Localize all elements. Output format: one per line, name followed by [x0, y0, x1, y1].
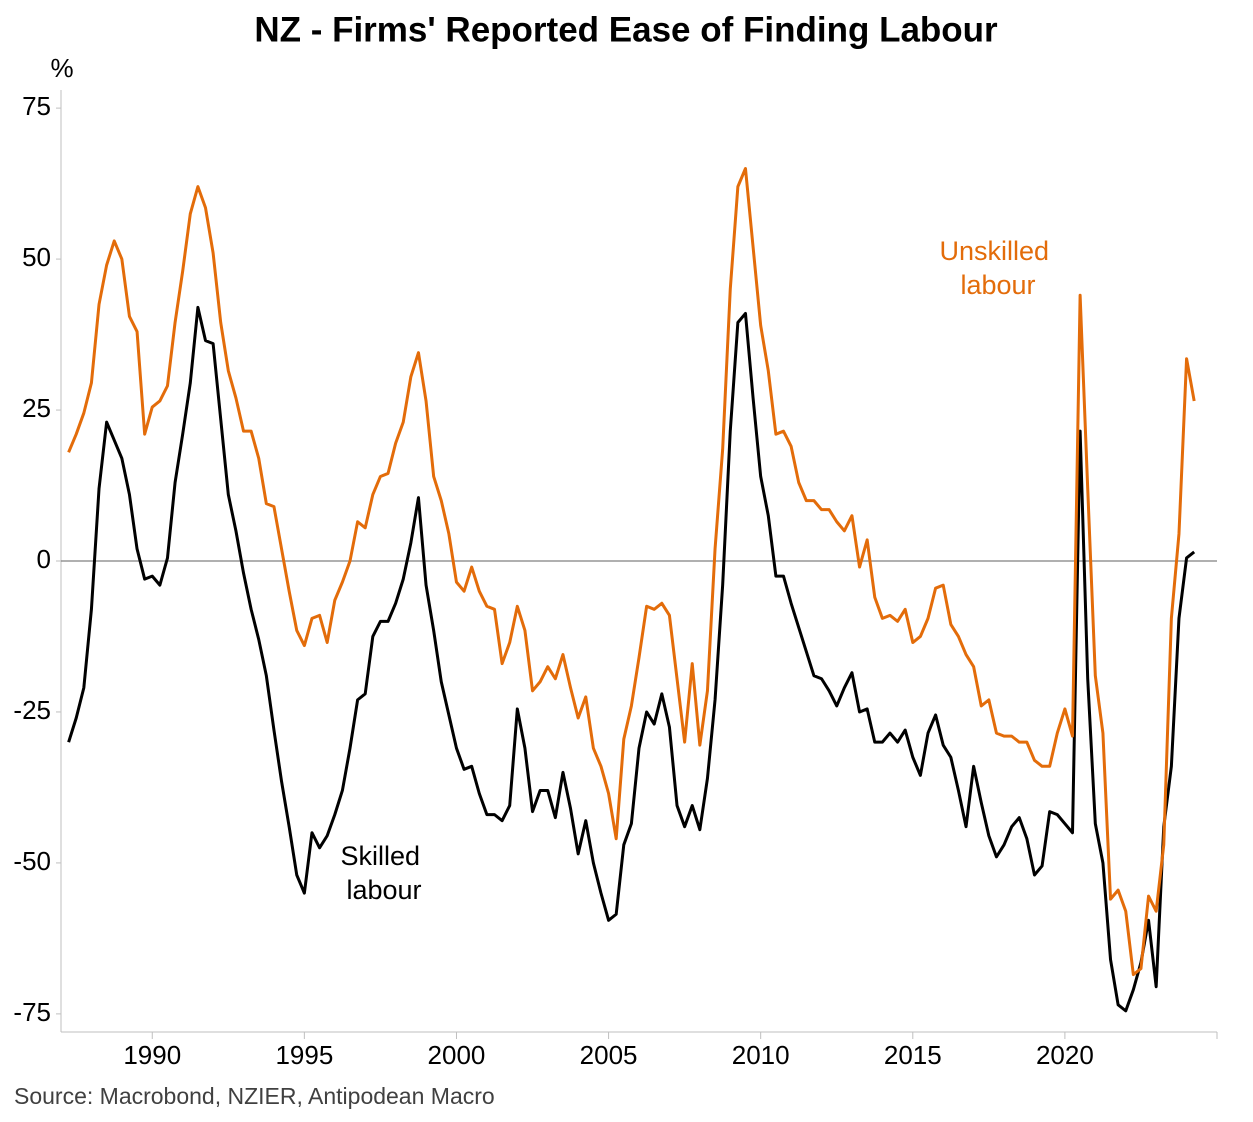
series-label: Skilled labour	[340, 841, 427, 905]
y-tick-label: 25	[22, 393, 51, 423]
y-tick-label: -50	[13, 846, 51, 876]
x-tick-label: 2015	[884, 1040, 942, 1070]
x-tick-label: 2005	[580, 1040, 638, 1070]
x-tick-label: 2000	[428, 1040, 486, 1070]
chart-title: NZ - Firms' Reported Ease of Finding Lab…	[254, 10, 998, 49]
x-tick-label: 1990	[123, 1040, 181, 1070]
x-tick-label: 1995	[275, 1040, 333, 1070]
y-tick-label: 50	[22, 242, 51, 272]
y-tick-label: 75	[22, 91, 51, 121]
series-line	[67, 167, 1196, 977]
x-tick-label: 2010	[732, 1040, 790, 1070]
y-unit: %	[50, 53, 73, 83]
y-tick-label: -75	[13, 997, 51, 1027]
source: Source: Macrobond, NZIER, Antipodean Mac…	[14, 1083, 495, 1109]
y-tick-label: -25	[13, 695, 51, 725]
series-label: Unskilled labour	[939, 236, 1056, 300]
series-line	[67, 305, 1196, 1013]
x-tick-label: 2020	[1036, 1040, 1094, 1070]
y-tick-label: 0	[37, 544, 51, 574]
